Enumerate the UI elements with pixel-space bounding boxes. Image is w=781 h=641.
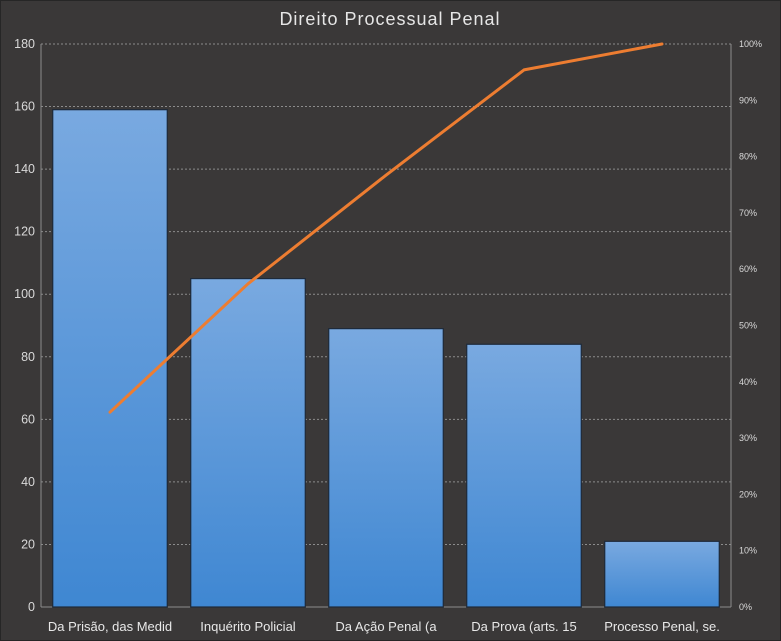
x-tick-label: Da Prisão, das Medid: [48, 619, 172, 634]
cumulative-line: [108, 42, 664, 414]
bar: [604, 540, 720, 608]
y2-tick-label: 20%: [739, 489, 757, 499]
y-tick-label: 160: [14, 100, 35, 114]
x-tick-label: Processo Penal, se.: [604, 619, 720, 634]
y-tick-label: 140: [14, 162, 35, 176]
y-tick-label: 100: [14, 287, 35, 301]
x-tick-label: Inquérito Policial: [200, 619, 295, 634]
y2-tick-label: 10%: [739, 546, 757, 556]
x-tick-label: Da Ação Penal (a: [335, 619, 437, 634]
y-tick-label: 120: [14, 225, 35, 239]
bar: [190, 277, 306, 608]
bar: [52, 109, 168, 608]
y-tick-label: 0: [28, 600, 35, 614]
y2-tick-label: 30%: [739, 433, 757, 443]
bars: [52, 109, 720, 608]
y2-tick-label: 100%: [739, 39, 762, 49]
y-tick-label: 20: [21, 537, 35, 551]
y2-tick-label: 70%: [739, 208, 757, 218]
y2-tick-label: 60%: [739, 264, 757, 274]
y2-tick-label: 40%: [739, 377, 757, 387]
y2-tick-label: 80%: [739, 152, 757, 162]
y2-tick-label: 50%: [739, 321, 757, 331]
x-axis: Da Prisão, das Medid Inquérito Policial Da…: [48, 619, 720, 634]
bar: [328, 328, 444, 608]
y-tick-label: 80: [21, 350, 35, 364]
y-axis-left: 0 20 40 60 80 100 120 140 160 180: [14, 37, 35, 614]
chart-title: Direito Processual Penal: [279, 9, 500, 29]
y-axis-right: 0% 10% 20% 30% 40% 50% 60% 70% 80% 90% 100%: [739, 39, 762, 612]
x-tick-label: Da Prova (arts. 15: [471, 619, 577, 634]
y-tick-label: 180: [14, 37, 35, 51]
y2-tick-label: 0%: [739, 602, 752, 612]
y-tick-label: 40: [21, 475, 35, 489]
cumulative-line-layer: [108, 42, 664, 414]
y-tick-label: 60: [21, 412, 35, 426]
bar: [466, 343, 582, 608]
y2-tick-label: 90%: [739, 95, 757, 105]
